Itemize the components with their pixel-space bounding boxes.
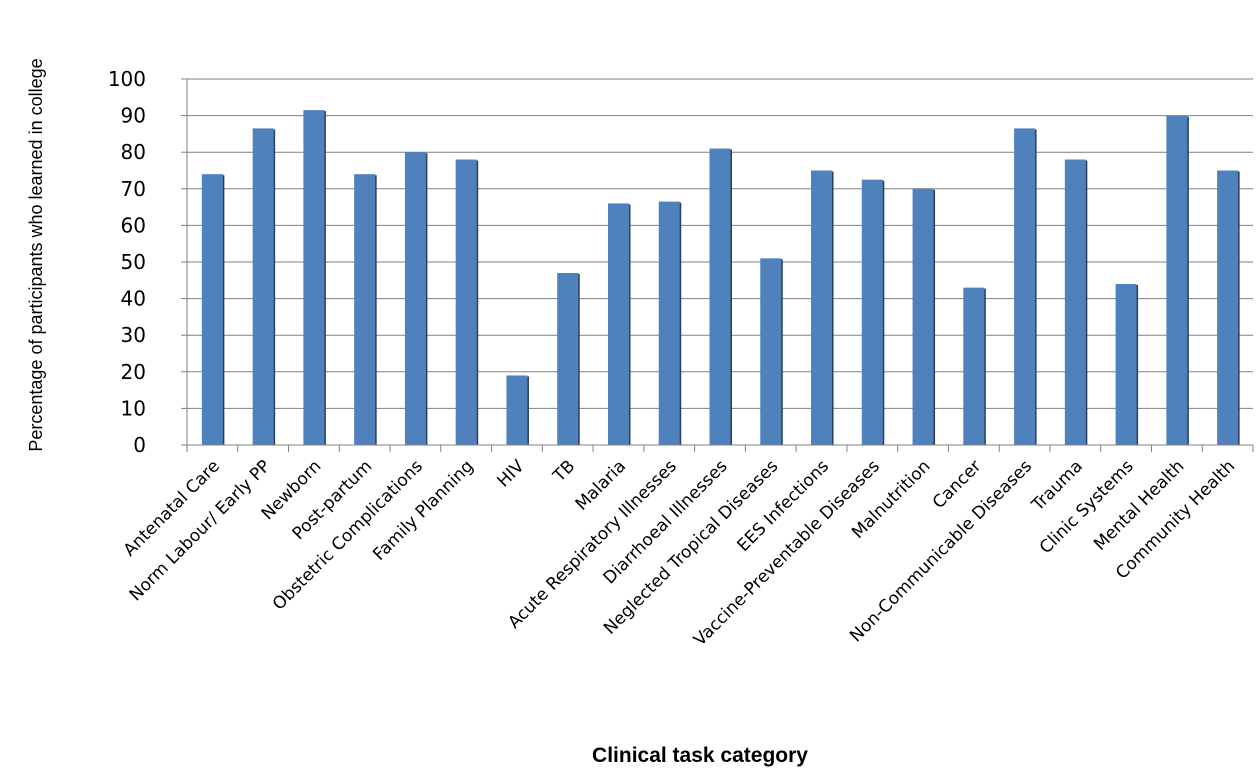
y-tick-label: 40 — [121, 287, 146, 311]
y-tick-label: 50 — [121, 250, 146, 274]
bar — [811, 170, 833, 445]
bar — [607, 203, 629, 445]
bar — [1064, 159, 1086, 445]
x-tick-label: Mental Health — [1090, 456, 1188, 554]
bar — [252, 128, 274, 445]
bar — [404, 152, 426, 445]
bar — [861, 179, 883, 445]
y-tick-label: 20 — [121, 360, 146, 384]
y-axis-label: Percentage of participants who learned i… — [26, 58, 46, 451]
bar — [201, 174, 223, 445]
bar — [557, 272, 579, 445]
y-tick-label: 90 — [121, 104, 146, 128]
bar — [760, 258, 782, 445]
y-tick-label: 0 — [133, 433, 146, 457]
y-tick-label: 30 — [121, 323, 146, 347]
bar — [1166, 115, 1188, 445]
x-axis-label: Clinical task category — [592, 744, 808, 767]
bar — [303, 110, 325, 446]
x-tick-label: Non-Communicable Diseases — [846, 456, 1036, 646]
bar — [658, 201, 680, 445]
bar — [1115, 283, 1137, 445]
bars — [201, 110, 1240, 446]
x-tick-label: HIV — [494, 456, 529, 491]
y-tick-label: 10 — [121, 396, 146, 420]
y-tick-labels: 0 10 20 30 40 50 60 70 80 90 100 — [108, 67, 187, 457]
bar — [354, 174, 376, 445]
bar — [1014, 128, 1036, 445]
y-tick-label: 80 — [121, 140, 146, 164]
y-tick-label: 100 — [108, 67, 146, 91]
bar — [912, 188, 934, 446]
y-tick-label: 60 — [121, 213, 146, 237]
x-tick-label: TB — [549, 456, 579, 486]
x-tick-label: EES Infections — [734, 456, 834, 556]
x-tick-label: Vaccine-Preventable Diseases — [690, 456, 884, 650]
bar — [1217, 170, 1239, 445]
bar — [709, 148, 731, 446]
bar — [455, 159, 477, 445]
y-tick-label: 70 — [121, 177, 146, 201]
bar — [963, 287, 985, 445]
bar — [506, 375, 528, 445]
